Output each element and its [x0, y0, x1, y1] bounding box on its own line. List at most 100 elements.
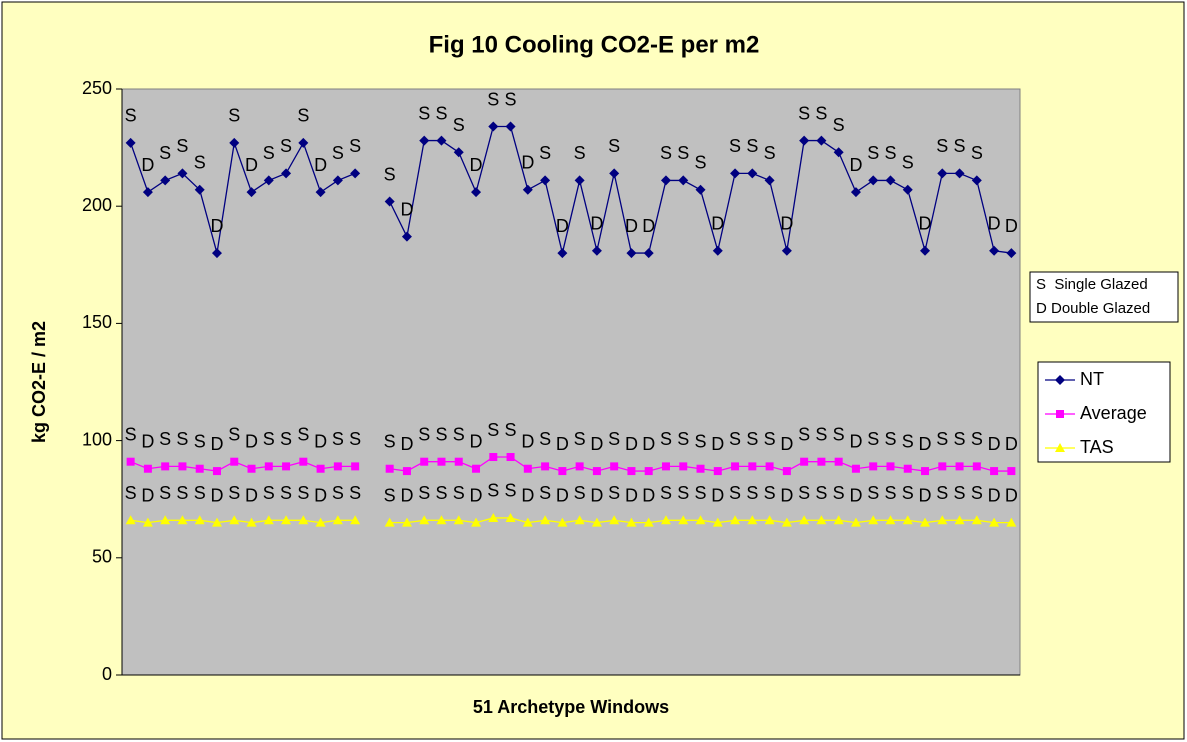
- point-label: D: [210, 216, 223, 236]
- point-label: S: [332, 143, 344, 163]
- point-label: S: [280, 429, 292, 449]
- point-label: S: [332, 429, 344, 449]
- point-label: S: [194, 153, 206, 173]
- point: [800, 457, 809, 466]
- point-label: D: [711, 213, 724, 233]
- point-label: S: [971, 143, 983, 163]
- point-label: D: [470, 431, 483, 451]
- point: [764, 515, 775, 525]
- point: [471, 517, 482, 527]
- point-label: D: [849, 155, 862, 175]
- point: [921, 467, 930, 476]
- point-label: D: [470, 155, 483, 175]
- point-label: D: [556, 434, 569, 454]
- point-label: D: [314, 485, 327, 505]
- point: [177, 168, 188, 179]
- point-label: S: [729, 483, 741, 503]
- point: [540, 175, 551, 186]
- point: [332, 175, 343, 186]
- point-label: D: [245, 155, 258, 175]
- point: [764, 175, 775, 186]
- y-tick-label: 50: [92, 547, 112, 567]
- point-label: S: [539, 143, 551, 163]
- point-label: S: [487, 481, 499, 501]
- point: [558, 467, 567, 476]
- point-label: S: [815, 103, 827, 123]
- legend-label: NT: [1080, 369, 1104, 389]
- point-label: D: [1005, 216, 1018, 236]
- annotation: D Double Glazed: [1036, 300, 1150, 317]
- point: [575, 462, 584, 471]
- point: [522, 517, 533, 527]
- point: [626, 517, 637, 527]
- point: [591, 517, 602, 527]
- point: [712, 245, 723, 256]
- point-label: S: [815, 483, 827, 503]
- point-label: S: [884, 143, 896, 163]
- point-label: S: [332, 483, 344, 503]
- point-label: S: [453, 115, 465, 135]
- point: [246, 517, 257, 527]
- point-label: S: [936, 136, 948, 156]
- point: [816, 515, 827, 525]
- point-label: D: [625, 485, 638, 505]
- point-label: D: [521, 153, 534, 173]
- point-label: D: [780, 485, 793, 505]
- point-label: S: [228, 106, 240, 126]
- point: [885, 515, 896, 525]
- point: [574, 515, 585, 525]
- point-label: S: [695, 431, 707, 451]
- point-label: S: [936, 483, 948, 503]
- point-label: D: [141, 431, 154, 451]
- point-label: D: [470, 485, 483, 505]
- point: [385, 464, 394, 473]
- point: [781, 517, 792, 527]
- point: [315, 517, 326, 527]
- point-label: S: [349, 429, 361, 449]
- point-label: S: [435, 483, 447, 503]
- point: [177, 515, 188, 525]
- point-label: S: [867, 483, 879, 503]
- point-label: S: [660, 483, 672, 503]
- point: [350, 168, 361, 179]
- point-label: S: [228, 424, 240, 444]
- point: [679, 462, 688, 471]
- point-label: S: [125, 483, 137, 503]
- point: [972, 462, 981, 471]
- point-label: D: [780, 434, 793, 454]
- point: [489, 453, 498, 462]
- point-label: S: [798, 483, 810, 503]
- point: [195, 464, 204, 473]
- point: [298, 515, 309, 525]
- point: [178, 462, 187, 471]
- point-label: S: [764, 143, 776, 163]
- point-label: S: [660, 143, 672, 163]
- point: [160, 175, 171, 186]
- point: [436, 135, 447, 146]
- point: [142, 517, 153, 527]
- point-label: D: [521, 431, 534, 451]
- point: [229, 515, 240, 525]
- point: [316, 464, 325, 473]
- point-label: D: [642, 216, 655, 236]
- point-label: S: [487, 420, 499, 440]
- point: [712, 517, 723, 527]
- point-label: S: [677, 483, 689, 503]
- point-label: D: [400, 434, 413, 454]
- point-label: D: [780, 213, 793, 233]
- point: [782, 467, 791, 476]
- point-label: S: [798, 424, 810, 444]
- point: [298, 137, 309, 148]
- point: [160, 515, 171, 525]
- point: [678, 175, 689, 186]
- point: [885, 175, 896, 186]
- point: [868, 515, 879, 525]
- point: [161, 462, 170, 471]
- point: [869, 462, 878, 471]
- chart-title: Fig 10 Cooling CO2-E per m2: [429, 31, 760, 58]
- point-label: D: [245, 485, 258, 505]
- point-label: S: [453, 424, 465, 444]
- point: [660, 515, 671, 525]
- point: [592, 467, 601, 476]
- point: [920, 245, 931, 256]
